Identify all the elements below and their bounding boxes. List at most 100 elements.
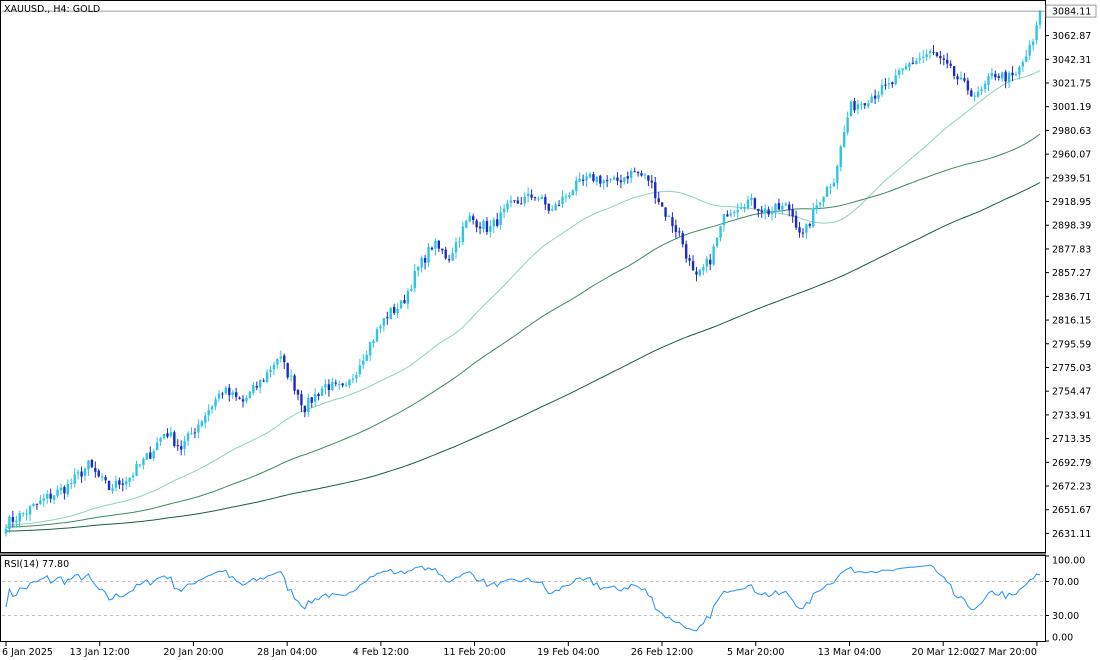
candle: [70, 478, 73, 489]
candle-body: [25, 513, 28, 515]
candle-body: [56, 489, 59, 497]
candle-body: [155, 442, 159, 451]
candle: [942, 54, 946, 66]
candle: [657, 192, 660, 205]
candle-body: [310, 397, 313, 403]
candle: [118, 477, 121, 489]
candle-body: [427, 246, 430, 263]
candle-body: [8, 516, 11, 530]
candle: [269, 365, 272, 378]
price-tick-label: 2672.23: [1052, 482, 1091, 493]
candle-body: [152, 451, 155, 459]
candle: [702, 263, 705, 276]
candle: [447, 254, 451, 263]
candle: [152, 448, 155, 461]
candle: [300, 390, 303, 412]
candle-body: [784, 203, 787, 206]
candle: [42, 493, 45, 508]
candle: [313, 388, 317, 407]
price-tick-label: 2651.67: [1052, 505, 1091, 516]
candle: [276, 358, 279, 369]
candle-body: [351, 378, 355, 380]
candle: [733, 209, 736, 217]
candle: [540, 194, 544, 200]
time-tick-label: 6 Jan 2025: [2, 647, 53, 658]
candle: [722, 213, 726, 232]
candle-body: [176, 445, 179, 447]
candle: [963, 72, 966, 83]
candle: [897, 68, 901, 79]
candle: [293, 373, 296, 395]
candle-body: [437, 240, 441, 249]
candle: [578, 172, 581, 183]
candle: [767, 206, 770, 217]
candle: [348, 379, 351, 388]
candle-body: [722, 213, 726, 226]
candle-body: [372, 340, 375, 343]
candle: [612, 175, 616, 181]
candle: [131, 472, 135, 482]
candle: [743, 203, 746, 213]
candle: [660, 202, 664, 208]
candle-body: [599, 175, 602, 184]
candle: [1014, 71, 1018, 77]
candle: [1025, 49, 1028, 63]
candle: [121, 478, 124, 492]
candle: [729, 209, 733, 218]
candle-body: [420, 257, 423, 268]
candle-body: [358, 365, 362, 374]
candle: [602, 179, 605, 190]
candle-body: [763, 208, 767, 214]
price-tick-label: 2713.35: [1052, 434, 1091, 445]
candle: [935, 52, 939, 58]
candle-body: [100, 476, 104, 478]
candle-body: [1028, 44, 1031, 56]
candle: [283, 353, 286, 369]
candle-body: [691, 261, 695, 271]
candle-body: [1001, 72, 1004, 79]
candle: [760, 205, 763, 218]
candle: [279, 350, 283, 363]
candle: [630, 168, 633, 184]
candle: [193, 427, 197, 439]
candle-body: [396, 308, 399, 314]
candle-body: [516, 200, 520, 204]
candle: [976, 86, 980, 98]
candle-body: [125, 481, 128, 485]
candle: [640, 170, 643, 177]
candle: [186, 431, 190, 446]
candle-body: [492, 219, 496, 227]
candle: [825, 185, 829, 197]
rsi-panel-frame: [0, 555, 1046, 642]
price-tick-label: 2918.95: [1052, 197, 1091, 208]
candle: [214, 396, 217, 411]
candle: [915, 58, 918, 65]
candle-body: [451, 253, 454, 261]
candle-body: [193, 432, 197, 434]
candle: [159, 436, 162, 446]
candle-body: [997, 76, 1000, 78]
candle-body: [901, 68, 904, 71]
candle: [420, 255, 423, 273]
candle-body: [485, 221, 489, 232]
candle-body: [671, 217, 674, 227]
candle: [592, 171, 595, 183]
candle-body: [626, 176, 629, 179]
candle: [880, 79, 884, 97]
candle: [441, 248, 444, 255]
candle-body: [430, 247, 434, 250]
candle-body: [887, 83, 891, 85]
candle-body: [966, 80, 970, 91]
candle: [8, 515, 11, 534]
candle: [272, 361, 276, 376]
candle: [544, 194, 547, 211]
candle-body: [475, 220, 478, 228]
candle-body: [169, 432, 173, 436]
candle-body: [468, 215, 471, 222]
candle-body: [496, 219, 499, 226]
candle-body: [423, 258, 427, 263]
candle-body: [836, 166, 839, 183]
candle-body: [568, 195, 571, 197]
candle-body: [252, 385, 255, 393]
